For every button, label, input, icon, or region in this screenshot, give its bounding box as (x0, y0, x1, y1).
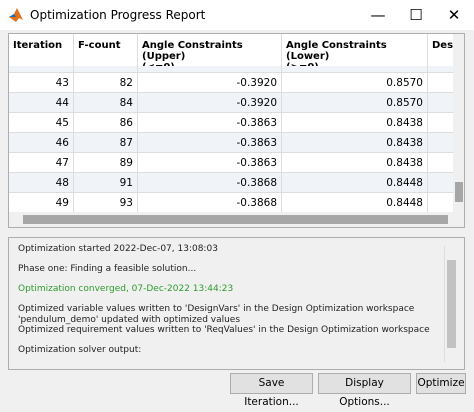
header-line: Iteration (13, 40, 63, 51)
table-cell (282, 66, 428, 73)
table-cell: 89 (74, 153, 138, 173)
table-cell: -0.3920 (138, 73, 282, 93)
scroll-thumb[interactable] (447, 260, 456, 348)
table-cell: 49 (9, 193, 74, 213)
table-cell: 48 (9, 173, 74, 193)
column-header: Angle Constraints (Upper)(<=0) (138, 34, 282, 73)
table-cell: 43 (9, 73, 74, 93)
table-cell: -0.3863 (138, 113, 282, 133)
maximize-button[interactable]: ☐ (409, 6, 423, 24)
table-cell: -0.3863 (138, 133, 282, 153)
table-cell (9, 66, 74, 73)
vertical-scrollbar[interactable] (453, 34, 464, 212)
column-header: Iteration (9, 34, 74, 66)
iteration-table: Iteration F-count Angle Constraints (Upper… (8, 33, 465, 228)
scroll-thumb[interactable] (23, 215, 448, 224)
log-line: 'pendulum_demo' updated with optimized v… (18, 314, 241, 325)
title-bar: Optimization Progress Report — ☐ ✕ (0, 0, 474, 30)
table-cell: -0.3863 (138, 153, 282, 173)
header-line: Desi (432, 40, 457, 51)
table-cell (74, 66, 138, 73)
table-cell: 0.8570 (282, 93, 428, 113)
scroll-thumb[interactable] (455, 182, 463, 202)
column-header: Angle Constraints (Lower)(>=0) (282, 34, 428, 73)
table-cell: 47 (9, 153, 74, 173)
table-cell: 44 (9, 93, 74, 113)
table-cell: 0.8438 (282, 153, 428, 173)
log-line: Optimization converged, 07-Dec-2022 13:4… (18, 284, 234, 294)
table-cell: 84 (74, 93, 138, 113)
table-cell: 0.8570 (282, 73, 428, 93)
table-cell: -0.3868 (138, 193, 282, 213)
header-line: Angle Constraints (Lower) (286, 40, 387, 62)
log-line: Optimized requirement values written to … (18, 325, 430, 335)
column-header: F-count (74, 34, 138, 66)
table-cell: 45 (9, 113, 74, 133)
table-cell (138, 66, 282, 73)
log-line: Optimization solver output: (18, 345, 142, 355)
table-cell: 0.8438 (282, 133, 428, 153)
action-button[interactable]: Display Options... (318, 373, 411, 408)
minimize-button[interactable]: — (370, 6, 386, 24)
window-title: Optimization Progress Report (30, 8, 206, 22)
table-cell: 0.8448 (282, 173, 428, 193)
header-line: F-count (78, 40, 121, 51)
table-cell: -0.3920 (138, 93, 282, 113)
table-cell: 86 (74, 113, 138, 133)
action-button[interactable]: Save Iteration... (230, 373, 313, 408)
close-button[interactable]: ✕ (447, 6, 461, 24)
horizontal-scrollbar[interactable] (9, 212, 464, 227)
log-line: Optimization started 2022-Dec-07, 13:08:… (18, 244, 218, 254)
table-cell: 46 (9, 133, 74, 153)
log-line: Phase one: Finding a feasible solution..… (18, 264, 197, 274)
table-cell: 0.8448 (282, 193, 428, 213)
app-icon (9, 8, 23, 22)
vertical-scrollbar[interactable] (444, 246, 458, 362)
log-panel: Optimization started 2022-Dec-07, 13:08:… (8, 237, 465, 370)
header-line: Angle Constraints (Upper) (142, 40, 243, 62)
table-cell: 0.8438 (282, 113, 428, 133)
log-line: Optimized variable values written to 'De… (18, 304, 415, 314)
table-cell: 87 (74, 133, 138, 153)
table-cell: 82 (74, 73, 138, 93)
table-cell: 91 (74, 173, 138, 193)
table-cell: -0.3868 (138, 173, 282, 193)
table-cell: 93 (74, 193, 138, 213)
action-button[interactable]: Optimize (416, 373, 466, 394)
